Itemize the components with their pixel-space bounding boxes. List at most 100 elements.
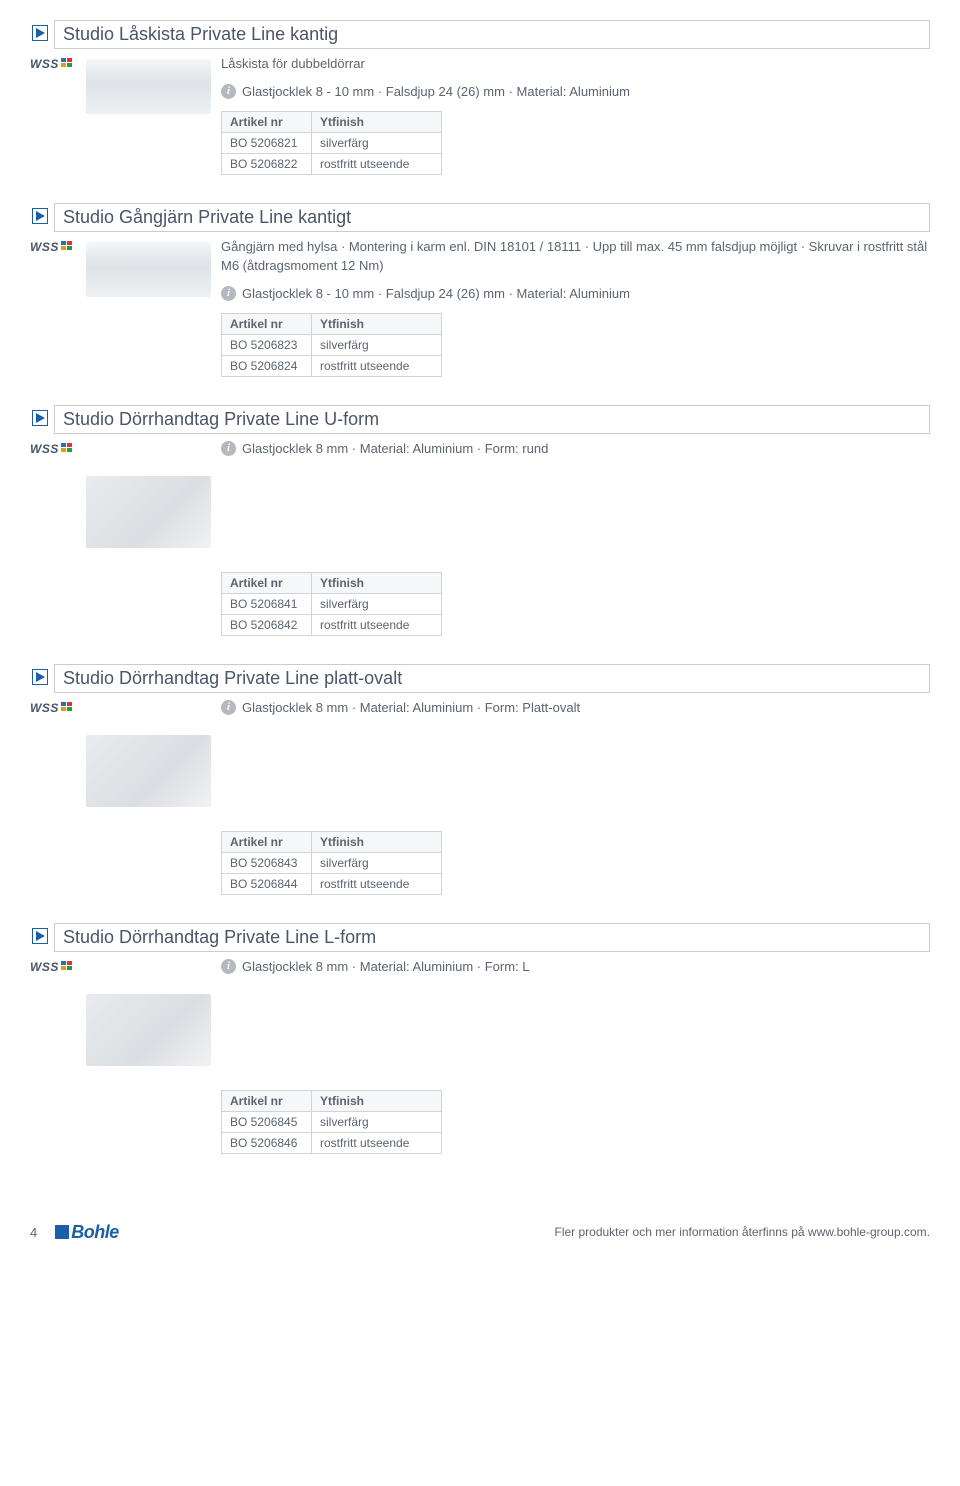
table-row: BO 5206841silverfärg bbox=[222, 593, 442, 614]
product-note-text: Glastjocklek 8 mm · Material: Aluminium … bbox=[242, 699, 580, 717]
product-title-row: Studio Låskista Private Line kantig bbox=[30, 20, 930, 49]
cell-finish: silverfärg bbox=[312, 133, 442, 154]
product-block: Studio Gångjärn Private Line kantigtWSS … bbox=[30, 203, 930, 377]
product-title: Studio Gångjärn Private Line kantigt bbox=[54, 203, 930, 232]
brand-column: WSS bbox=[30, 958, 86, 974]
table-header-finish: Ytfinish bbox=[312, 572, 442, 593]
table-row: BO 5206846rostfritt utseende bbox=[222, 1132, 442, 1153]
product-note-row: i Glastjocklek 8 - 10 mm · Falsdjup 24 (2… bbox=[221, 285, 930, 303]
cell-sku: BO 5206843 bbox=[222, 852, 312, 873]
table-header-row: Artikel nrYtfinish bbox=[222, 313, 442, 334]
table-header-sku: Artikel nr bbox=[222, 313, 312, 334]
cell-finish: rostfritt utseende bbox=[312, 1132, 442, 1153]
product-block: Studio Låskista Private Line kantig WSS L… bbox=[30, 20, 930, 175]
table-header-row: Artikel nrYtfinish bbox=[222, 572, 442, 593]
product-block: Studio Dörrhandtag Private Line L-form WS… bbox=[30, 923, 930, 1154]
table-header-finish: Ytfinish bbox=[312, 313, 442, 334]
wss-text: WSS bbox=[30, 701, 59, 715]
table-header-finish: Ytfinish bbox=[312, 831, 442, 852]
product-image-column bbox=[86, 699, 221, 807]
bohle-logo: Bohle bbox=[55, 1222, 119, 1243]
wss-text: WSS bbox=[30, 960, 59, 974]
wss-brand-label: WSS bbox=[30, 240, 86, 254]
product-title-row: Studio Gångjärn Private Line kantigt bbox=[30, 203, 930, 232]
product-title-row: Studio Dörrhandtag Private Line platt-ov… bbox=[30, 664, 930, 693]
table-header-row: Artikel nrYtfinish bbox=[222, 112, 442, 133]
play-triangle-icon bbox=[30, 405, 50, 431]
product-note-text: Glastjocklek 8 mm · Material: Aluminium … bbox=[242, 440, 548, 458]
wss-text: WSS bbox=[30, 240, 59, 254]
page-footer: 4 Bohle Fler produkter och mer informati… bbox=[0, 1192, 960, 1257]
spec-table: Artikel nrYtfinishBO 5206843silverfärgBO… bbox=[221, 831, 442, 895]
product-image-placeholder bbox=[86, 994, 211, 1066]
product-note-text: Glastjocklek 8 mm · Material: Aluminium … bbox=[242, 958, 530, 976]
info-icon: i bbox=[221, 286, 236, 301]
info-icon: i bbox=[221, 84, 236, 99]
play-triangle-icon bbox=[30, 664, 50, 690]
product-title: Studio Dörrhandtag Private Line L-form bbox=[54, 923, 930, 952]
product-title: Studio Dörrhandtag Private Line platt-ov… bbox=[54, 664, 930, 693]
product-image-column bbox=[86, 238, 221, 297]
product-block: Studio Dörrhandtag Private Line platt-ov… bbox=[30, 664, 930, 895]
product-info-column: i Glastjocklek 8 mm · Material: Aluminium… bbox=[221, 958, 930, 986]
logo-text: Bohle bbox=[71, 1222, 119, 1243]
cell-sku: BO 5206846 bbox=[222, 1132, 312, 1153]
play-triangle-icon bbox=[30, 203, 50, 229]
wss-text: WSS bbox=[30, 442, 59, 456]
table-header-sku: Artikel nr bbox=[222, 831, 312, 852]
wss-squares-icon bbox=[61, 960, 73, 974]
product-content-row: WSS i Glastjocklek 8 mm · Material: Alumi… bbox=[30, 440, 930, 548]
product-note-row: i Glastjocklek 8 mm · Material: Aluminium… bbox=[221, 440, 930, 458]
page-body: Studio Låskista Private Line kantig WSS L… bbox=[0, 0, 960, 1192]
product-title-row: Studio Dörrhandtag Private Line L-form bbox=[30, 923, 930, 952]
cell-finish: rostfritt utseende bbox=[312, 154, 442, 175]
product-subtitle: Gångjärn med hylsa · Montering i karm en… bbox=[221, 238, 930, 274]
wss-squares-icon bbox=[61, 701, 73, 715]
brand-column: WSS bbox=[30, 55, 86, 71]
wss-squares-icon bbox=[61, 442, 73, 456]
product-image-placeholder bbox=[86, 735, 211, 807]
product-image-column bbox=[86, 958, 221, 1066]
cell-sku: BO 5206844 bbox=[222, 873, 312, 894]
product-note-text: Glastjocklek 8 - 10 mm · Falsdjup 24 (26… bbox=[242, 285, 630, 303]
product-block: Studio Dörrhandtag Private Line U-form WS… bbox=[30, 405, 930, 636]
table-header-row: Artikel nrYtfinish bbox=[222, 831, 442, 852]
product-content-row: WSS Låskista för dubbeldörrar i Glastjockl… bbox=[30, 55, 930, 175]
product-table-wrap: Artikel nrYtfinishBO 5206845silverfärgBO… bbox=[30, 1090, 930, 1154]
product-note-row: iGlastjocklek 8 mm · Material: Aluminium… bbox=[221, 699, 930, 717]
product-content-row: WSS i Glastjocklek 8 mm · Material: Alumi… bbox=[30, 958, 930, 1066]
wss-brand-label: WSS bbox=[30, 701, 86, 715]
product-content-row: WSS iGlastjocklek 8 mm · Material: Alumi… bbox=[30, 699, 930, 807]
cell-sku: BO 5206842 bbox=[222, 614, 312, 635]
table-row: BO 5206842rostfritt utseende bbox=[222, 614, 442, 635]
product-image-column bbox=[86, 440, 221, 548]
product-title: Studio Dörrhandtag Private Line U-form bbox=[54, 405, 930, 434]
wss-squares-icon bbox=[61, 57, 73, 71]
table-row: BO 5206823silverfärg bbox=[222, 334, 442, 355]
product-image-placeholder bbox=[86, 476, 211, 548]
product-info-column: i Glastjocklek 8 mm · Material: Aluminium… bbox=[221, 440, 930, 468]
product-table-wrap: Artikel nrYtfinishBO 5206843silverfärgBO… bbox=[30, 831, 930, 895]
table-row: BO 5206845silverfärg bbox=[222, 1111, 442, 1132]
wss-text: WSS bbox=[30, 57, 59, 71]
info-icon: i bbox=[221, 959, 236, 974]
product-info-column: Låskista för dubbeldörrar i Glastjocklek 8… bbox=[221, 55, 930, 175]
product-image-placeholder bbox=[86, 59, 211, 114]
product-note-row: i Glastjocklek 8 - 10 mm · Falsdjup 24 (2… bbox=[221, 83, 930, 101]
product-subtitle: Låskista för dubbeldörrar bbox=[221, 55, 930, 73]
cell-finish: silverfärg bbox=[312, 593, 442, 614]
play-triangle-icon bbox=[30, 20, 50, 46]
play-triangle-icon bbox=[30, 923, 50, 949]
product-note-text: Glastjocklek 8 - 10 mm · Falsdjup 24 (26… bbox=[242, 83, 630, 101]
table-header-sku: Artikel nr bbox=[222, 572, 312, 593]
table-header-sku: Artikel nr bbox=[222, 1090, 312, 1111]
info-icon: i bbox=[221, 441, 236, 456]
table-row: BO 5206843silverfärg bbox=[222, 852, 442, 873]
product-image-placeholder bbox=[86, 242, 211, 297]
wss-brand-label: WSS bbox=[30, 960, 86, 974]
product-title: Studio Låskista Private Line kantig bbox=[54, 20, 930, 49]
cell-finish: rostfritt utseende bbox=[312, 873, 442, 894]
brand-column: WSS bbox=[30, 699, 86, 715]
product-table-wrap: Artikel nrYtfinishBO 5206841silverfärgBO… bbox=[30, 572, 930, 636]
wss-brand-label: WSS bbox=[30, 442, 86, 456]
